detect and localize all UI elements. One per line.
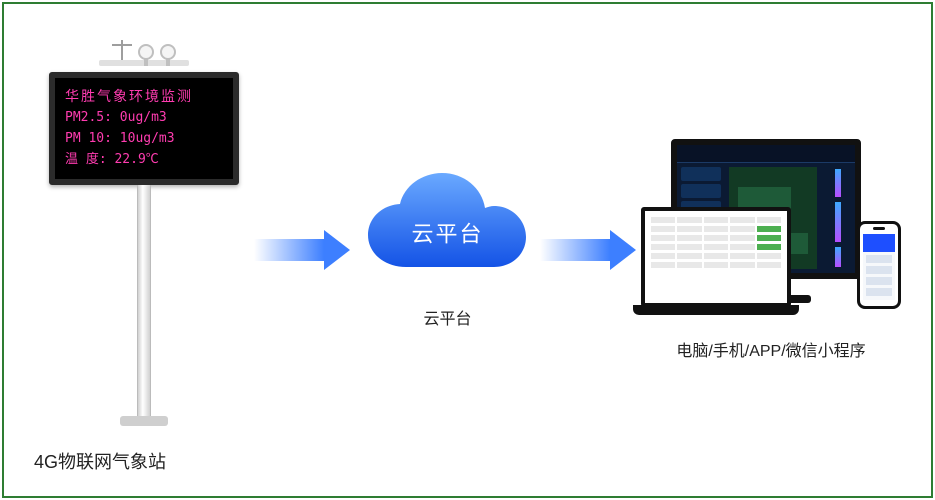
led-key: PM2.5:: [65, 110, 112, 125]
anemometer-icon: [112, 40, 132, 60]
led-val: 22.9℃: [114, 152, 158, 167]
led-title: 华胜气象环境监测: [65, 86, 223, 108]
led-display-board: 华胜气象环境监测 PM2.5: 0ug/m3 PM 10: 10ug/m3 温 …: [49, 72, 239, 185]
diagram-stage: 华胜气象环境监测 PM2.5: 0ug/m3 PM 10: 10ug/m3 温 …: [4, 4, 931, 496]
station-base: [120, 416, 168, 426]
node-weather-station: 华胜气象环境监测 PM2.5: 0ug/m3 PM 10: 10ug/m3 温 …: [34, 26, 254, 474]
cloud-inner-label: 云平台: [411, 217, 483, 249]
station-pole: [137, 185, 151, 416]
station-sensors: [112, 26, 176, 60]
sensor-icon: [160, 44, 176, 60]
cloud-label: 云平台: [355, 305, 539, 329]
station-label: 4G物联网气象站: [34, 448, 254, 474]
cloud-icon: 云平台: [358, 171, 538, 291]
smartphone-icon: [857, 221, 901, 309]
led-row: 温 度: 22.9℃: [65, 150, 223, 171]
laptop-base: [633, 305, 799, 315]
sensor-icon: [138, 44, 154, 60]
led-row: PM2.5: 0ug/m3: [65, 108, 223, 129]
devices-label: 电脑/手机/APP/微信小程序: [641, 337, 901, 361]
laptop-icon: [641, 207, 791, 307]
led-val: 0ug/m3: [120, 110, 167, 125]
led-key: 温 度:: [65, 152, 107, 167]
weather-station-graphic: 华胜气象环境监测 PM2.5: 0ug/m3 PM 10: 10ug/m3 温 …: [34, 26, 254, 426]
devices-graphic: [641, 139, 901, 319]
node-cloud-platform: 云平台 云平台: [355, 171, 539, 329]
led-row: PM 10: 10ug/m3: [65, 129, 223, 150]
led-val: 10ug/m3: [120, 131, 175, 146]
node-client-devices: 电脑/手机/APP/微信小程序: [641, 139, 901, 361]
arrow-right-icon: [254, 230, 355, 270]
led-key: PM 10:: [65, 131, 112, 146]
arrow-right-icon: [540, 230, 641, 270]
